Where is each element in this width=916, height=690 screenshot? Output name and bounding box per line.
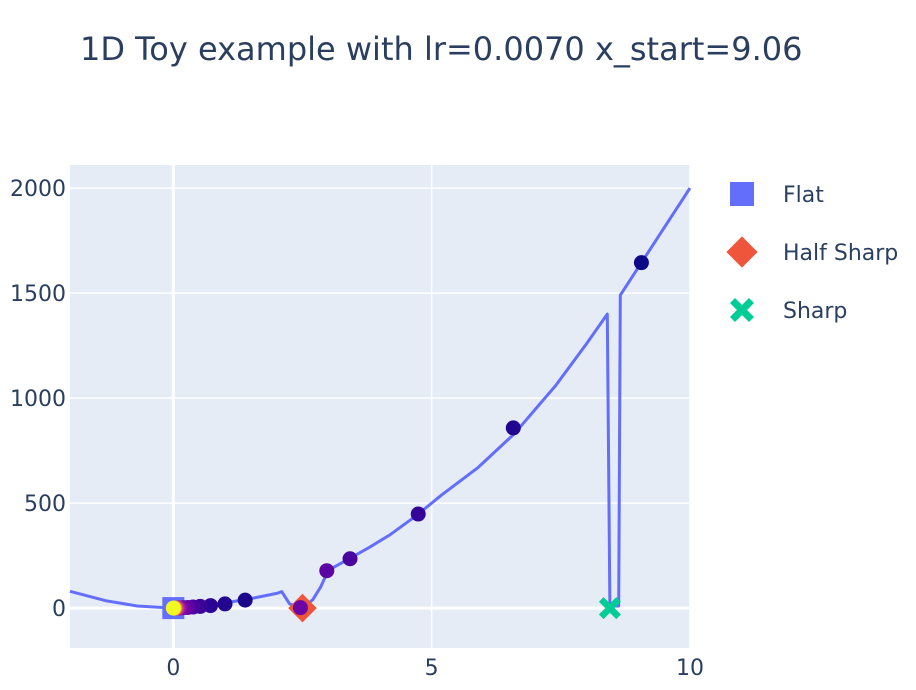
trajectory-point [292,600,308,616]
legend-label: Sharp [783,299,847,324]
y-tick-label: 0 [52,597,66,622]
legend-marker-flat [730,182,754,206]
y-tick-label: 1000 [10,387,66,412]
y-tick-label: 1500 [10,282,66,307]
trajectory-point [342,551,358,567]
trajectory-point [633,255,649,271]
legend-marker-sharp [730,298,754,322]
x-tick-label: 5 [425,656,439,681]
trajectory-point [319,563,335,579]
trajectory-point [237,592,253,608]
x-tick-label: 10 [676,656,704,681]
legend-label: Half Sharp [783,241,898,266]
legend-label: Flat [783,183,824,208]
y-tick-label: 500 [24,492,66,517]
y-tick-label: 2000 [10,177,66,202]
chart-title: 1D Toy example with lr=0.0070 x_start=9.… [80,30,803,68]
trajectory-point [410,506,426,522]
x-tick-label: 0 [166,656,180,681]
trajectory-point [217,596,233,612]
legend-marker-half-sharp [726,236,758,268]
trajectory-point [505,420,521,436]
trajectory-point [165,600,181,616]
plot-area [70,165,690,648]
minimum-marker-sharp [598,597,621,620]
